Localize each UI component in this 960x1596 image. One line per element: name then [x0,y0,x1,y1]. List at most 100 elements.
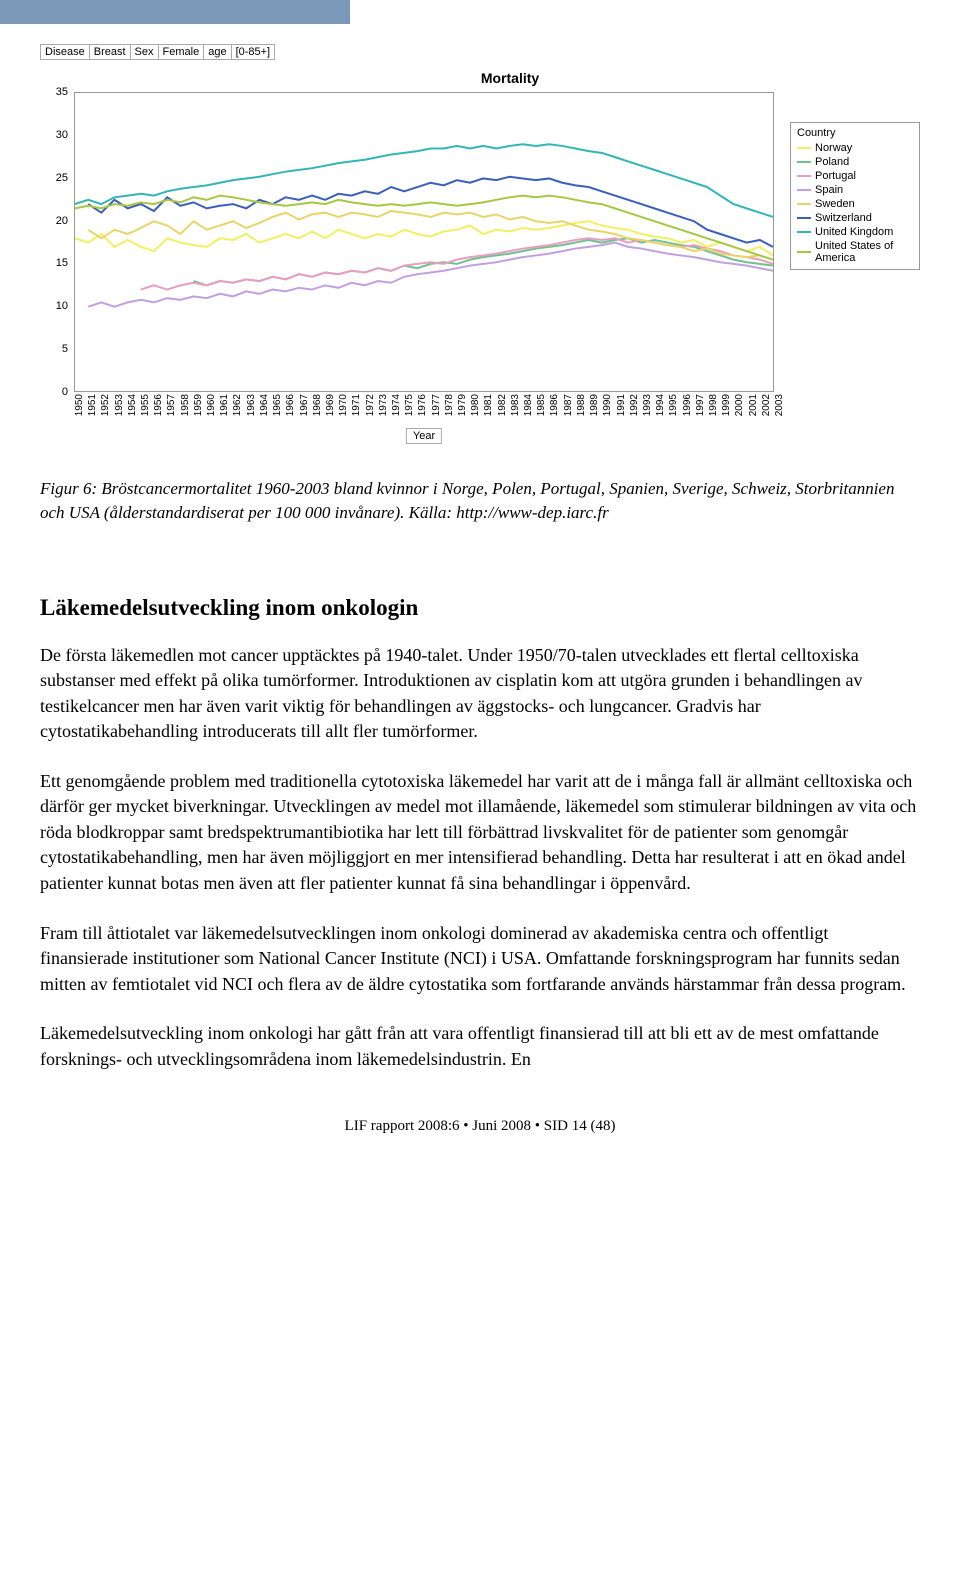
y-tick-label: 5 [62,343,68,355]
chart-meta-box: Female [158,44,205,60]
chart-y-axis: 05101520253035 [40,92,72,392]
x-tick-label: 1981 [483,394,494,416]
x-tick-label: 1965 [272,394,283,416]
x-tick-label: 1954 [127,394,138,416]
legend-swatch [797,203,811,205]
body-paragraph: Fram till åttiotalet var läkemedelsutvec… [40,921,920,998]
legend-row: United States of America [797,239,913,265]
chart-plot-area [74,92,774,392]
chart-lines-svg [75,93,773,392]
legend-row: United Kingdom [797,225,913,239]
chart-meta-row: DiseaseBreastSexFemaleage[0-85+] [40,44,920,60]
x-tick-label: 1957 [166,394,177,416]
x-tick-label: 1984 [523,394,534,416]
body-paragraph: Ett genomgående problem med traditionell… [40,769,920,897]
header-color-bar [0,0,350,24]
x-tick-label: 1999 [721,394,732,416]
x-tick-label: 1987 [563,394,574,416]
legend-label: Switzerland [815,212,872,224]
y-tick-label: 25 [56,172,68,184]
legend-label: Sweden [815,198,855,210]
x-tick-label: 1956 [153,394,164,416]
x-tick-label: 1963 [246,394,257,416]
x-tick-label: 1990 [602,394,613,416]
x-tick-label: 2002 [761,394,772,416]
x-tick-label: 1998 [708,394,719,416]
x-tick-label: 1993 [642,394,653,416]
chart-plot-container: Age Standardised Rate (World) 0510152025… [40,92,920,422]
legend-label: United Kingdom [815,226,893,238]
body-paragraph: De första läkemedlen mot cancer upptäckt… [40,643,920,745]
x-tick-label: 1977 [431,394,442,416]
legend-row: Spain [797,183,913,197]
x-tick-label: 1982 [497,394,508,416]
legend-label: United States of America [815,240,913,264]
legend-title: Country [797,127,913,139]
y-tick-label: 0 [62,386,68,398]
x-tick-label: 1994 [655,394,666,416]
x-tick-label: 1960 [206,394,217,416]
legend-swatch [797,231,811,233]
legend-row: Portugal [797,169,913,183]
legend-swatch [797,251,811,253]
chart-meta-box: Disease [40,44,90,60]
legend-swatch [797,147,811,149]
y-tick-label: 35 [56,86,68,98]
x-tick-label: 1988 [576,394,587,416]
y-tick-label: 20 [56,215,68,227]
y-tick-label: 30 [56,129,68,141]
chart-legend: Country Norway PolandPortugalSpain Sweden S… [790,122,920,270]
x-tick-label: 1989 [589,394,600,416]
legend-row: Switzerland [797,211,913,225]
x-tick-label: 1951 [87,394,98,416]
chart-title: Mortality [40,70,920,86]
legend-row: Poland [797,155,913,169]
x-tick-label: 1979 [457,394,468,416]
x-tick-label: 1992 [629,394,640,416]
chart-meta-box: Sex [130,44,159,60]
legend-label: Norway [815,142,852,154]
x-tick-label: 1964 [259,394,270,416]
legend-row: Norway [797,141,913,155]
x-tick-label: 1978 [444,394,455,416]
legend-row: Sweden [797,197,913,211]
chart-meta-box: Breast [89,44,131,60]
chart-meta-box: [0-85+] [231,44,276,60]
x-tick-label: 2000 [734,394,745,416]
series-line [88,211,773,260]
x-tick-label: 2001 [748,394,759,416]
x-tick-label: 1975 [404,394,415,416]
legend-swatch [797,161,811,163]
x-tick-label: 1961 [219,394,230,416]
x-tick-label: 1995 [668,394,679,416]
legend-swatch [797,175,811,177]
x-tick-label: 1953 [114,394,125,416]
section-heading: Läkemedelsutveckling inom onkologin [40,595,920,621]
mortality-chart: DiseaseBreastSexFemaleage[0-85+] Mortali… [40,44,920,459]
x-tick-label: 1959 [193,394,204,416]
chart-x-axis-label: Year [406,428,442,444]
x-tick-label: 1966 [285,394,296,416]
x-tick-label: 1974 [391,394,402,416]
x-tick-label: 1955 [140,394,151,416]
x-tick-label: 1980 [470,394,481,416]
figure-caption: Figur 6: Bröstcancermortalitet 1960-2003… [40,477,920,525]
x-tick-label: 1997 [695,394,706,416]
x-tick-label: 1968 [312,394,323,416]
x-tick-label: 1969 [325,394,336,416]
body-paragraph: Läkemedelsutveckling inom onkologi har g… [40,1021,920,1072]
x-tick-label: 1991 [616,394,627,416]
x-tick-label: 1950 [74,394,85,416]
legend-swatch [797,189,811,191]
x-tick-label: 1973 [378,394,389,416]
x-tick-label: 1986 [549,394,560,416]
page-footer: LIF rapport 2008:6 • Juni 2008 • SID 14 … [40,1118,920,1135]
x-tick-label: 1967 [299,394,310,416]
legend-label: Spain [815,184,843,196]
y-tick-label: 15 [56,257,68,269]
y-tick-label: 10 [56,300,68,312]
x-tick-label: 2003 [774,394,785,416]
legend-label: Poland [815,156,849,168]
x-tick-label: 1970 [338,394,349,416]
x-tick-label: 1962 [232,394,243,416]
